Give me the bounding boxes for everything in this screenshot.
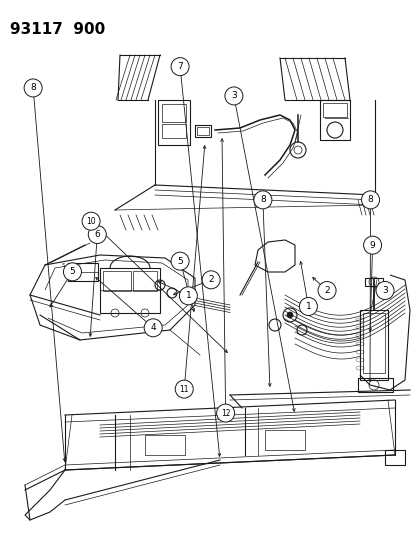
Text: 10: 10 [86,217,96,225]
Circle shape [253,191,271,209]
Text: 2: 2 [323,286,329,295]
Text: 4: 4 [150,324,156,332]
Circle shape [375,281,393,300]
Circle shape [224,87,242,105]
Circle shape [363,236,381,254]
Bar [100,268,159,313]
Text: 8: 8 [367,196,373,204]
Text: 11: 11 [179,385,188,393]
Text: 8: 8 [259,196,265,204]
Text: S: S [62,263,65,268]
Bar [364,278,382,286]
Circle shape [179,287,197,305]
Circle shape [175,380,193,398]
Circle shape [202,271,220,289]
Text: 6: 6 [94,230,100,239]
Text: 8: 8 [30,84,36,92]
Text: 93117  900: 93117 900 [10,22,105,37]
Bar [161,124,185,138]
Bar [133,271,157,291]
Bar [319,100,349,140]
Bar [384,450,404,465]
Bar [264,430,304,450]
Text: 5: 5 [69,268,75,276]
Text: 5: 5 [177,257,183,265]
Text: 1: 1 [305,302,311,311]
Circle shape [63,263,81,281]
Text: 3: 3 [381,286,387,295]
Bar [359,310,387,380]
Text: 1: 1 [185,292,191,300]
Bar [357,378,392,392]
Bar [197,127,209,135]
Bar [103,271,131,291]
Bar [161,104,185,122]
Circle shape [299,297,317,316]
Bar [195,125,211,137]
Circle shape [82,212,100,230]
Text: 3: 3 [230,92,236,100]
Circle shape [171,252,189,270]
Circle shape [24,79,42,97]
Circle shape [216,404,234,422]
Circle shape [144,319,162,337]
Circle shape [88,225,106,244]
Circle shape [317,281,335,300]
Text: 12: 12 [221,409,230,417]
Circle shape [361,191,379,209]
Bar [68,263,98,281]
Text: 2: 2 [208,276,214,284]
Bar [158,100,190,145]
Circle shape [171,58,189,76]
Bar [362,313,384,373]
Bar [145,435,185,455]
Text: 7: 7 [177,62,183,71]
Circle shape [286,312,292,318]
Text: ø: ø [68,270,71,275]
Bar [322,103,346,117]
Text: 9: 9 [369,241,375,249]
